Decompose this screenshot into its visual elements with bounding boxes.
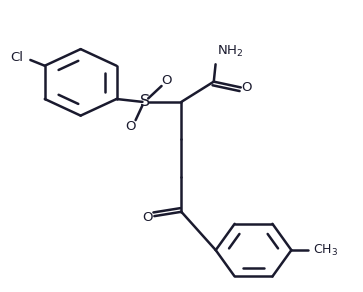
Text: O: O	[126, 120, 136, 133]
Text: NH$_2$: NH$_2$	[217, 44, 244, 58]
Text: O: O	[143, 211, 153, 224]
Text: O: O	[162, 74, 172, 87]
Text: S: S	[140, 94, 150, 110]
Text: O: O	[241, 81, 252, 94]
Text: CH$_3$: CH$_3$	[313, 243, 338, 258]
Text: Cl: Cl	[10, 51, 23, 64]
